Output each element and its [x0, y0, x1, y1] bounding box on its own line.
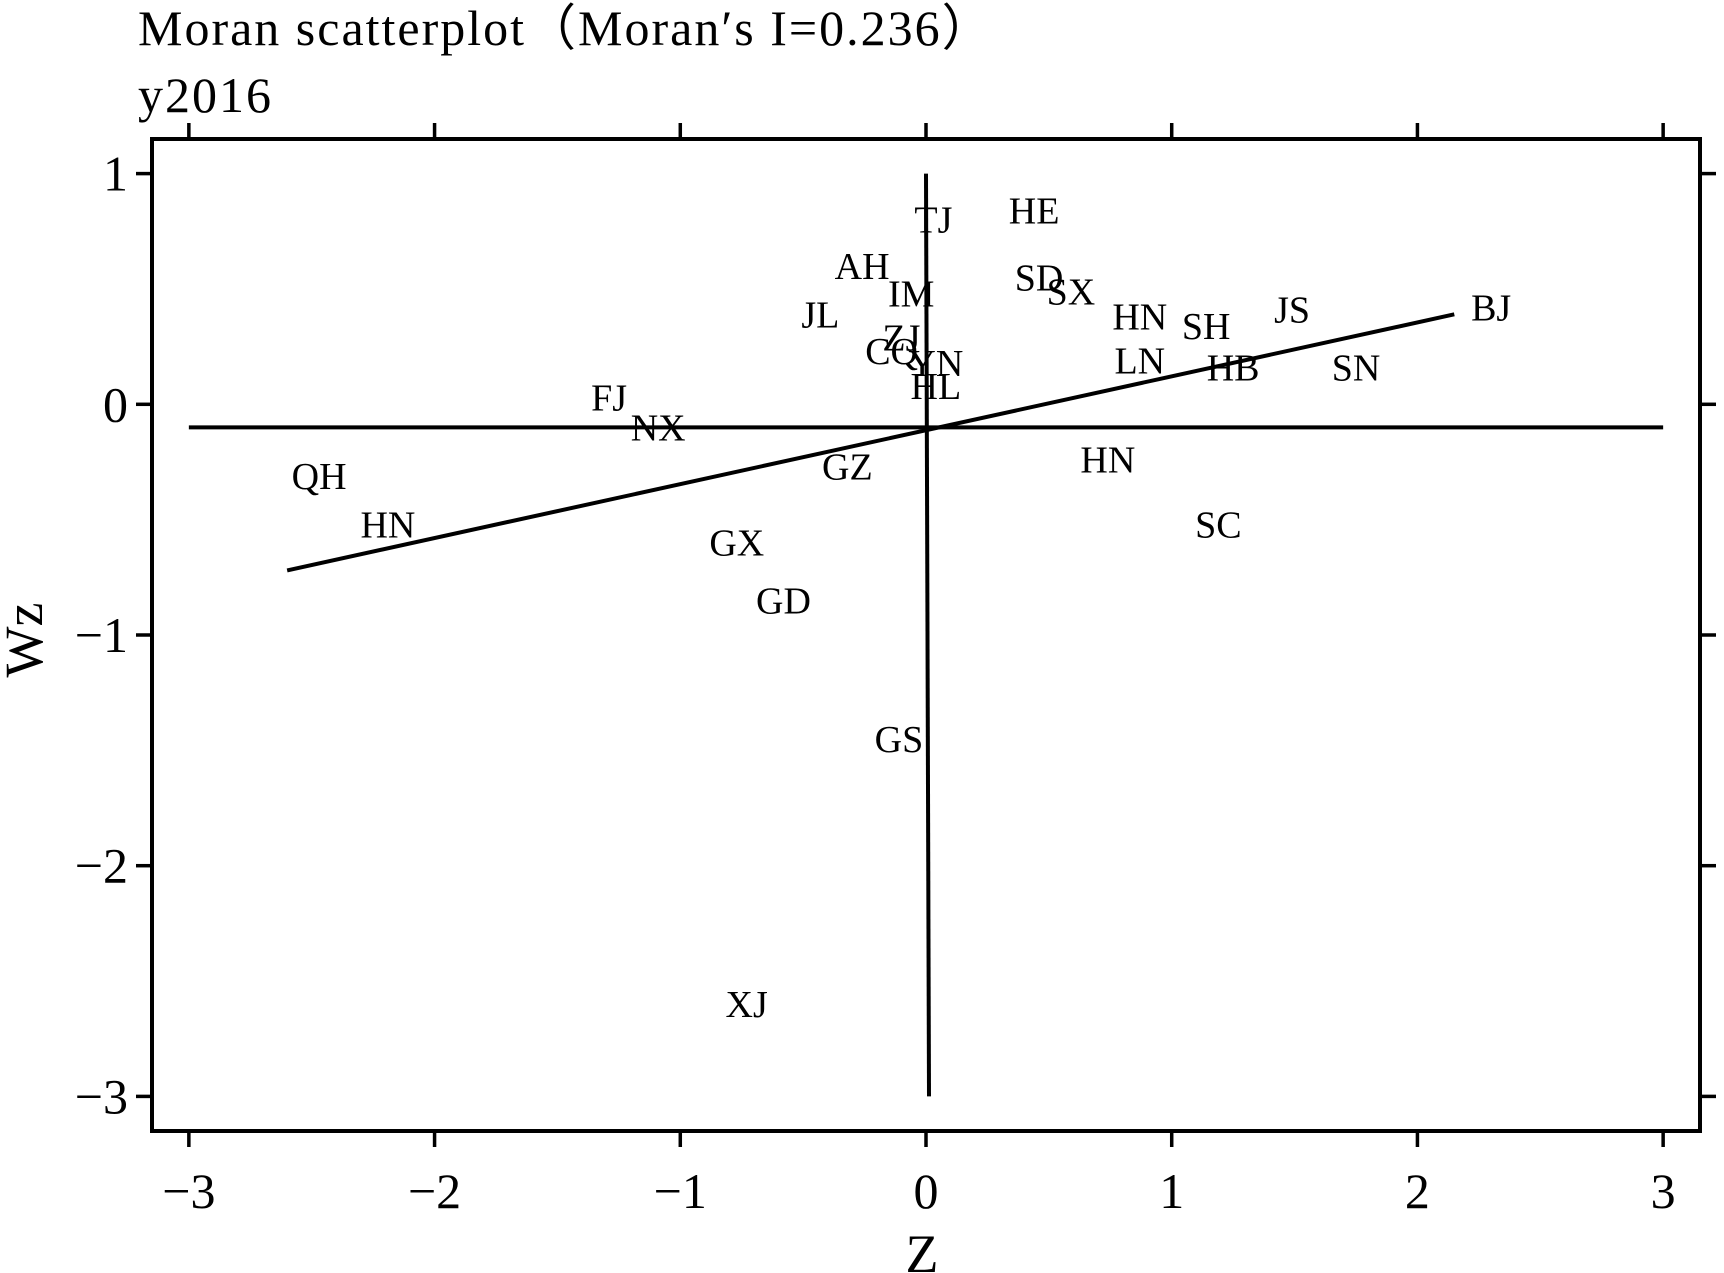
point-label-xj: XJ: [726, 984, 768, 1026]
y-tick-label: −1: [75, 607, 128, 663]
y-tick-label: −3: [75, 1068, 128, 1124]
point-label-ah: AH: [835, 246, 890, 288]
x-tick-label: 0: [914, 1163, 939, 1219]
x-tick-label: 3: [1651, 1163, 1676, 1219]
point-label-yn: YN: [908, 343, 963, 385]
y-axis-label: Wz: [0, 603, 54, 678]
point-label-gz: GZ: [822, 447, 873, 489]
point-label-hn: HN: [1080, 440, 1135, 482]
point-label-bj: BJ: [1471, 287, 1511, 329]
reference-lines: [188, 173, 1664, 1097]
y-tick-label: −2: [75, 838, 128, 894]
point-label-ln: LN: [1114, 340, 1165, 382]
point-label-gd: GD: [756, 580, 811, 622]
x-tick-label: −2: [408, 1163, 461, 1219]
point-label-jl: JL: [801, 294, 839, 336]
x-axis-label: Z: [906, 1224, 939, 1273]
y-tick-label: 1: [103, 146, 128, 202]
chart-subtitle: y2016: [138, 67, 273, 123]
point-label-sn: SN: [1332, 347, 1381, 389]
point-label-sc: SC: [1195, 504, 1241, 546]
regression-line: [286, 312, 1455, 573]
point-label-hl: HL: [911, 366, 962, 408]
axis-ticks: −3 −2 −1 0 1 2 3 1 0 −1 −2 −3: [75, 123, 1716, 1219]
point-label-sh: SH: [1182, 306, 1231, 348]
point-label-cq: CQ: [865, 331, 918, 373]
x-tick-label: 2: [1405, 1163, 1430, 1219]
point-label-sd: SD: [1015, 257, 1064, 299]
point-label-he: HE: [1009, 191, 1060, 233]
vertical-mean-line: [924, 173, 931, 1097]
point-label-tj: TJ: [914, 200, 952, 242]
point-label-fj: FJ: [591, 377, 627, 419]
point-label-gs: GS: [875, 719, 924, 761]
point-label-hb: HB: [1207, 347, 1260, 389]
point-label-js: JS: [1274, 290, 1310, 332]
point-label-hn: HN: [360, 504, 415, 546]
point-label-nx: NX: [631, 407, 686, 449]
point-label-sx: SX: [1047, 271, 1096, 313]
point-label-zj: ZJ: [882, 317, 920, 359]
chart-title: Moran scatterplot（Moran′s I=0.236）: [138, 0, 994, 56]
point-label-qh: QH: [292, 456, 347, 498]
point-label-im: IM: [888, 274, 934, 316]
x-tick-label: −1: [654, 1163, 707, 1219]
x-tick-label: 1: [1159, 1163, 1184, 1219]
point-label-gx: GX: [709, 523, 764, 565]
point-label-hn: HN: [1112, 297, 1167, 339]
x-tick-label: −3: [162, 1163, 215, 1219]
y-tick-label: 0: [103, 376, 128, 432]
